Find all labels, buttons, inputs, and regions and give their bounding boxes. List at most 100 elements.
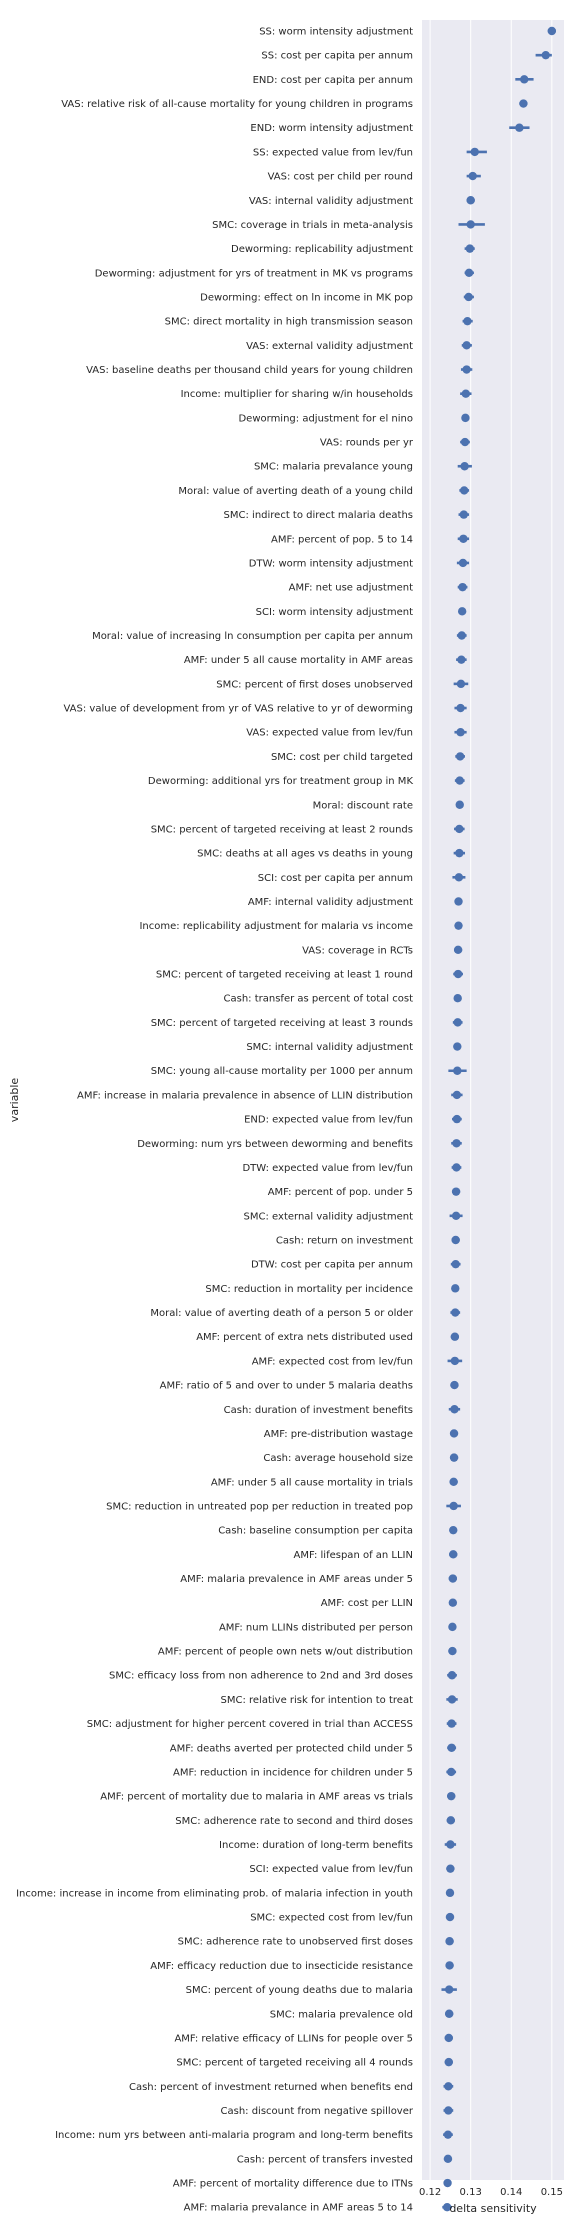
data-marks [441, 26, 557, 2212]
data-point [453, 1042, 462, 1051]
y-category-label: DTW: worm intensity adjustment [249, 558, 413, 569]
y-category-label: AMF: percent of people own nets w/out di… [158, 1647, 413, 1658]
data-point [450, 1405, 459, 1414]
y-category-label: SMC: malaria prevalence old [270, 2009, 413, 2020]
data-point [520, 75, 529, 84]
y-category-label: VAS: coverage in RCTs [302, 945, 413, 956]
y-category-label: VAS: rounds per yr [320, 438, 414, 449]
y-category-label: Moral: value of averting death of a youn… [178, 486, 413, 497]
y-category-label: VAS: cost per child per round [268, 172, 413, 183]
data-point [445, 1912, 455, 1922]
category-labels: SS: worm intensity adjustment SS: cost pe… [16, 27, 414, 2214]
data-point [455, 800, 464, 809]
data-point [458, 582, 467, 592]
y-category-label: SMC: adherence rate to unobserved first … [178, 1937, 413, 1948]
y-category-label: Deworming: effect on ln income in MK pop [200, 292, 413, 303]
y-category-label: AMF: percent of pop. 5 to 14 [271, 534, 413, 545]
data-point [455, 848, 464, 858]
y-category-label: Moral: value of averting death of a pers… [150, 1308, 413, 1319]
data-point [443, 2178, 452, 2188]
data-point [455, 752, 465, 761]
y-category-label: Moral: discount rate [313, 800, 413, 811]
data-point [519, 99, 528, 108]
data-point [454, 897, 463, 906]
y-category-label: Cash: baseline consumption per capita [218, 1526, 413, 1537]
data-point [453, 994, 462, 1003]
y-category-label: Income: multiplier for sharing w/in hous… [181, 389, 413, 400]
y-category-label: Cash: percent of transfers invested [237, 2154, 413, 2165]
data-point [464, 292, 473, 302]
x-axis-title: delta sensitivity [449, 2202, 537, 2215]
y-category-label: SMC: reduction in mortality per incidenc… [205, 1284, 413, 1295]
y-category-label: AMF: cost per LLIN [321, 1598, 413, 1609]
data-point [449, 1501, 458, 1511]
data-point [453, 1066, 462, 1075]
data-point [452, 1163, 461, 1172]
y-category-label: SMC: percent of targeted receiving at le… [151, 1018, 413, 1029]
y-category-label: SMC: deaths at all ages vs deaths in you… [197, 849, 413, 860]
data-point [445, 1888, 455, 1898]
data-point [462, 341, 471, 350]
y-category-label: VAS: value of development from yr of VAS… [63, 704, 413, 715]
y-category-label: SMC: adjustment for higher percent cover… [87, 1719, 413, 1730]
data-point [452, 1090, 462, 1100]
data-point [453, 969, 463, 979]
data-point [446, 1816, 456, 1825]
y-category-label: SS: worm intensity adjustment [259, 27, 413, 38]
data-point [451, 1284, 460, 1293]
y-category-label: AMF: under 5 all cause mortality in tria… [211, 1477, 413, 1488]
y-category-label: AMF: malaria prevalence in AMF areas und… [180, 1574, 413, 1585]
y-category-label: END: expected value from lev/fun [244, 1115, 413, 1126]
gridlines [429, 20, 553, 2180]
y-category-label: Deworming: additional yrs for treatment … [148, 776, 414, 787]
data-point [460, 462, 469, 471]
data-point [515, 123, 524, 132]
y-category-label: Income: num yrs between anti-malaria pro… [55, 2130, 413, 2141]
y-category-label: END: cost per capita per annum [253, 75, 413, 86]
y-category-label: SMC: relative risk for intention to trea… [221, 1695, 414, 1706]
y-category-label: SS: cost per capita per annum [261, 51, 413, 62]
data-point [447, 1719, 456, 1728]
data-point [447, 1791, 456, 1801]
y-category-label: Deworming: replicability adjustment [231, 244, 413, 255]
y-category-label: AMF: relative efficacy of LLINs for peop… [174, 2033, 413, 2044]
data-point [444, 2057, 453, 2067]
y-category-label: AMF: lifespan of an LLIN [294, 1550, 413, 1561]
data-point [451, 1211, 461, 1221]
data-point [450, 1356, 460, 1366]
y-category-label: Cash: return on investment [276, 1236, 413, 1247]
data-point [456, 728, 465, 737]
y-category-label: VAS: external validity adjustment [246, 341, 413, 352]
data-point [450, 1332, 460, 1341]
y-category-label: SMC: internal validity adjustment [246, 1042, 413, 1053]
x-tick-label: 0.13 [460, 2187, 482, 2198]
data-point [450, 1380, 459, 1390]
y-axis-title: variable [8, 1078, 21, 1123]
y-category-label: Cash: percent of investment returned whe… [129, 2082, 413, 2093]
data-point [445, 1961, 454, 1970]
y-category-label: SMC: direct mortality in high transmissi… [165, 317, 413, 328]
y-category-label: SMC: efficacy loss from non adherence to… [109, 1671, 413, 1682]
y-category-label: SCI: worm intensity adjustment [256, 607, 413, 618]
data-point [446, 1864, 455, 1873]
data-point [466, 196, 475, 205]
data-point [444, 2033, 453, 2043]
y-category-label: AMF: percent of extra nets distributed u… [196, 1332, 413, 1343]
y-category-label: SMC: percent of young deaths due to mala… [186, 1985, 413, 1996]
data-point [454, 921, 463, 930]
data-point [465, 244, 475, 253]
y-category-label: SMC: expected cost from lev/fun [250, 1913, 413, 1924]
y-category-label: SMC: adherence rate to second and third … [175, 1816, 413, 1827]
y-category-label: Deworming: adjustment for yrs of treatme… [95, 268, 413, 279]
data-point [457, 631, 466, 640]
y-category-label: VAS: relative risk of all-cause mortalit… [61, 99, 413, 110]
y-category-label: VAS: expected value from lev/fun [246, 728, 413, 739]
data-point [448, 1622, 457, 1632]
y-category-label: AMF: percent of pop. under 5 [268, 1187, 413, 1198]
data-point [451, 1187, 461, 1196]
y-category-label: AMF: pre-distribution wastage [264, 1429, 413, 1440]
y-category-label: SMC: percent of targeted receiving all 4… [176, 2058, 413, 2069]
y-category-label: AMF: expected cost from lev/fun [252, 1356, 413, 1367]
y-category-label: AMF: ratio of 5 and over to under 5 mala… [160, 1381, 413, 1392]
plot-background [422, 20, 564, 2180]
